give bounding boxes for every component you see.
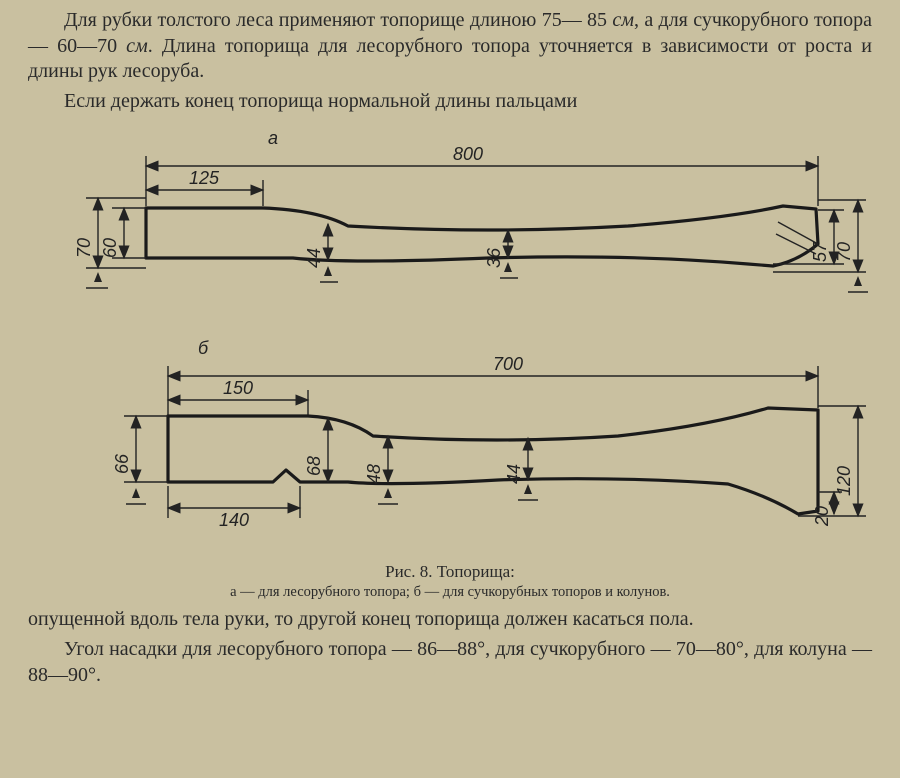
unit-cm-1: см — [612, 9, 634, 31]
figure-8: а 800 125 70 60 — [28, 126, 872, 601]
dim-a-70l: 70 — [74, 238, 94, 258]
figure-8-svg: а 800 125 70 60 — [28, 126, 872, 556]
dim-a-head: 125 — [189, 168, 220, 188]
label-a: а — [268, 128, 278, 148]
dim-a-total: 800 — [453, 144, 483, 164]
paragraph-3: опущенной вдоль тела руки, то другой кон… — [28, 607, 872, 633]
paragraph-2: Если держать конец топорища нормальной д… — [28, 89, 872, 115]
diagram-b: б 700 150 66 — [112, 338, 866, 530]
unit-cm-2: см — [126, 35, 148, 57]
p1-d: . Длина топорища для лесорубного топора … — [28, 35, 872, 83]
dim-b-48: 48 — [364, 464, 384, 484]
diagram-a: а 800 125 70 60 — [74, 128, 868, 292]
p1-line1: Для рубки толстого леса применяют топори… — [64, 9, 582, 31]
dim-b-68: 68 — [304, 456, 324, 476]
p1-b: 85 — [587, 9, 612, 31]
p4: Угол насадки для лесорубного топора — 86… — [28, 638, 872, 686]
dim-a-36: 36 — [484, 247, 504, 268]
paragraph-1: Для рубки толстого леса применяют топори… — [28, 8, 872, 85]
figure-caption: Рис. 8. Топорища: а — для лесорубного то… — [28, 562, 872, 601]
dim-b-head: 150 — [223, 378, 253, 398]
dim-b-66: 66 — [112, 453, 132, 474]
paragraph-4: Угол насадки для лесорубного топора — 86… — [28, 637, 872, 688]
label-b: б — [198, 338, 209, 358]
dim-a-60: 60 — [100, 238, 120, 258]
dim-a-70r: 70 — [834, 242, 854, 262]
p2: Если держать конец топорища нормальной д… — [64, 90, 577, 112]
dim-a-57: 57 — [810, 241, 830, 262]
p3: опущенной вдоль тела руки, то другой кон… — [28, 608, 694, 630]
dim-b-total: 700 — [493, 354, 523, 374]
caption-sub: а — для лесорубного топора; б — для сучк… — [28, 584, 872, 601]
dim-b-140: 140 — [219, 510, 249, 530]
caption-title: Рис. 8. Топорища: — [385, 562, 515, 581]
dim-b-44: 44 — [504, 464, 524, 484]
dim-a-44: 44 — [304, 248, 324, 268]
